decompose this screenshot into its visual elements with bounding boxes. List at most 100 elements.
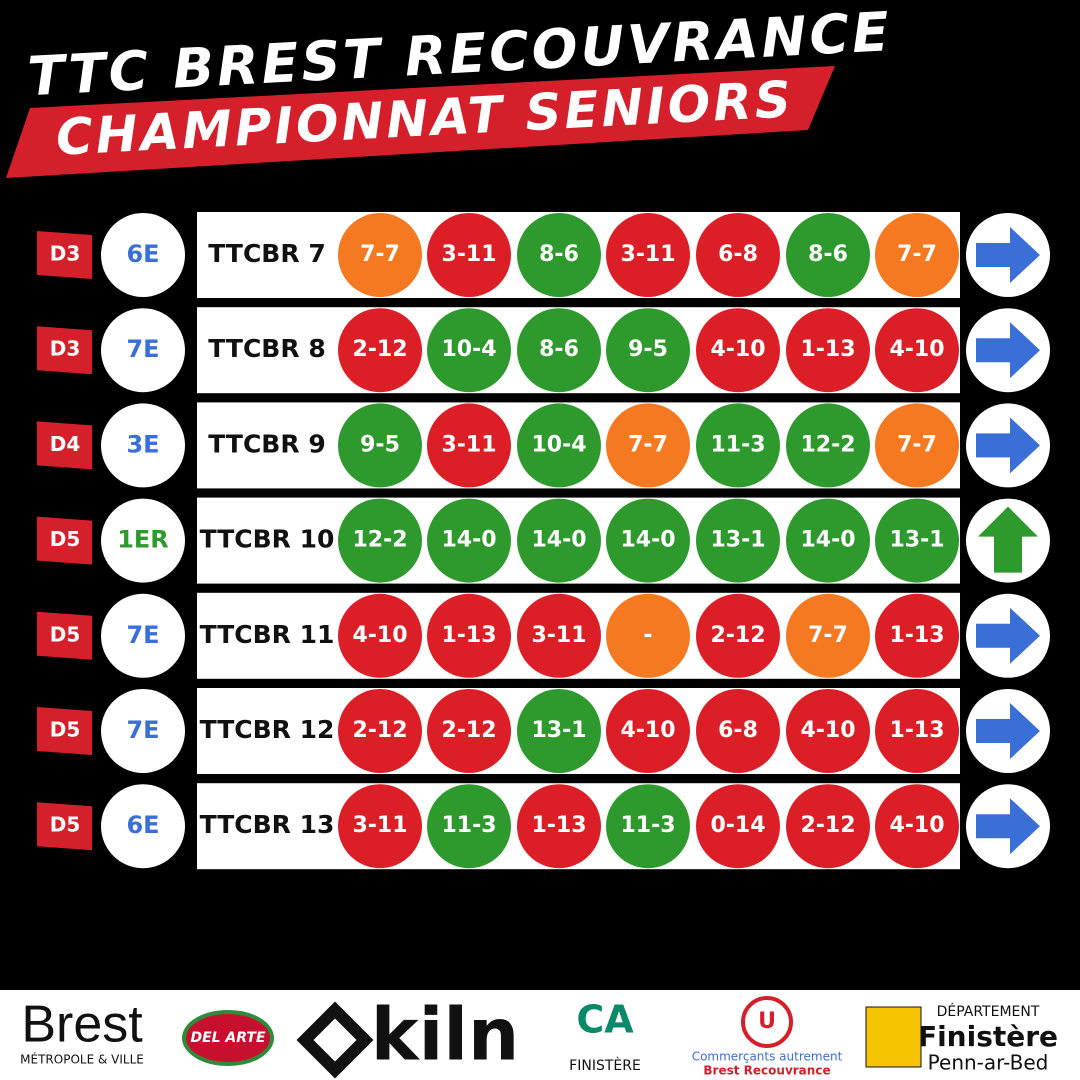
sponsor-kiln: kiln bbox=[371, 993, 520, 1077]
result-circle bbox=[786, 593, 870, 678]
result: 1-13 bbox=[800, 337, 855, 362]
result-circle bbox=[696, 213, 780, 297]
result-circle bbox=[786, 784, 870, 869]
result: 7-7 bbox=[360, 242, 400, 267]
result-circle bbox=[517, 784, 601, 869]
result: 2-12 bbox=[441, 718, 496, 743]
result: 7-7 bbox=[808, 623, 848, 648]
rank-circle bbox=[101, 689, 185, 773]
rank-circle bbox=[101, 308, 185, 393]
result-circle bbox=[786, 689, 870, 773]
result-circle bbox=[338, 498, 422, 583]
result-circle bbox=[427, 213, 511, 297]
sponsor-u-line2: Brest Recouvrance bbox=[703, 1064, 830, 1078]
title-banner bbox=[6, 66, 835, 178]
rank-circle bbox=[101, 593, 185, 678]
result-circle bbox=[427, 403, 511, 488]
result: 9-5 bbox=[360, 432, 400, 457]
rank: 6E bbox=[126, 811, 159, 839]
result-circle bbox=[427, 593, 511, 678]
result: 3-11 bbox=[441, 432, 496, 457]
sponsor-ca: CA bbox=[576, 998, 634, 1042]
result: 8-6 bbox=[539, 337, 579, 362]
result: 2-12 bbox=[352, 718, 407, 743]
result: 3-11 bbox=[531, 623, 586, 648]
result-circle bbox=[606, 498, 690, 583]
team: TTCBR 12 bbox=[200, 715, 335, 744]
result-circle bbox=[606, 689, 690, 773]
result: 0-14 bbox=[710, 813, 765, 838]
result-circle bbox=[338, 593, 422, 678]
result: 4-10 bbox=[352, 623, 407, 648]
division-badge bbox=[37, 516, 92, 565]
result-circle bbox=[786, 403, 870, 488]
result-circle bbox=[875, 403, 959, 488]
result: 4-10 bbox=[889, 337, 944, 362]
sponsor-dep-line3: Penn-ar-Bed bbox=[928, 1051, 1049, 1075]
result: 13-1 bbox=[710, 528, 765, 553]
division-badge bbox=[37, 611, 92, 660]
result-circle bbox=[606, 213, 690, 297]
result: 2-12 bbox=[800, 813, 855, 838]
result: 4-10 bbox=[800, 718, 855, 743]
finistere-shield bbox=[865, 1006, 922, 1068]
result-circle bbox=[875, 689, 959, 773]
result-circle bbox=[696, 593, 780, 678]
result: 13-1 bbox=[889, 528, 944, 553]
result-circle bbox=[606, 593, 690, 678]
sponsor-brest-sub: MÉTROPOLE & VILLE bbox=[20, 1052, 144, 1067]
result: 7-7 bbox=[628, 432, 668, 457]
result-circle bbox=[606, 308, 690, 393]
result-circle bbox=[875, 784, 959, 869]
result-circle bbox=[786, 213, 870, 297]
result-circle bbox=[606, 403, 690, 488]
result: 3-11 bbox=[620, 242, 675, 267]
rank: 1ER bbox=[117, 526, 169, 554]
result: 6-8 bbox=[718, 718, 758, 743]
division-badge bbox=[37, 326, 92, 375]
rank: 7E bbox=[126, 621, 159, 649]
result-circle bbox=[517, 308, 601, 393]
result-circle bbox=[427, 689, 511, 773]
division-badge bbox=[37, 231, 92, 279]
result-circle bbox=[696, 403, 780, 488]
result: 4-10 bbox=[710, 337, 765, 362]
result: 4-10 bbox=[889, 813, 944, 838]
u-logo bbox=[741, 996, 793, 1048]
result-circle bbox=[338, 784, 422, 869]
trend-arrow-right bbox=[976, 607, 1040, 664]
trend-arrow-right bbox=[976, 322, 1040, 379]
result: 11-3 bbox=[620, 813, 675, 838]
result-circle bbox=[338, 213, 422, 297]
result-circle bbox=[517, 213, 601, 297]
result: 1-13 bbox=[889, 718, 944, 743]
trend-arrow-up bbox=[978, 506, 1038, 573]
delarte-logo bbox=[182, 1010, 274, 1066]
result-circle bbox=[338, 403, 422, 488]
rank-circle bbox=[101, 403, 185, 488]
rank: 6E bbox=[126, 240, 159, 268]
result: 14-0 bbox=[441, 528, 496, 553]
result: 3-11 bbox=[352, 813, 407, 838]
division: D3 bbox=[50, 337, 81, 361]
result-circle bbox=[875, 213, 959, 297]
standings: D3 6E TTCBR 7 7-7 3-11 8-6 3-11 6-8 8-6 7-7 D3 7E TT… bbox=[37, 212, 1050, 870]
sponsor-brest: Brest bbox=[21, 996, 143, 1054]
result-circle bbox=[606, 784, 690, 869]
result: 3-11 bbox=[441, 242, 496, 267]
team: TTCBR 8 bbox=[208, 334, 325, 363]
team: TTCBR 13 bbox=[200, 810, 335, 839]
team: TTCBR 11 bbox=[200, 620, 335, 649]
rank: 7E bbox=[126, 335, 159, 363]
result-circle bbox=[786, 498, 870, 583]
result-circle bbox=[696, 308, 780, 393]
result: 14-0 bbox=[531, 528, 586, 553]
division-badge bbox=[37, 802, 92, 851]
result-circle bbox=[427, 308, 511, 393]
team: TTCBR 7 bbox=[208, 239, 325, 268]
rank-circle bbox=[101, 213, 185, 297]
result: 10-4 bbox=[441, 337, 496, 362]
result: 1-13 bbox=[889, 623, 944, 648]
result-circle bbox=[427, 498, 511, 583]
